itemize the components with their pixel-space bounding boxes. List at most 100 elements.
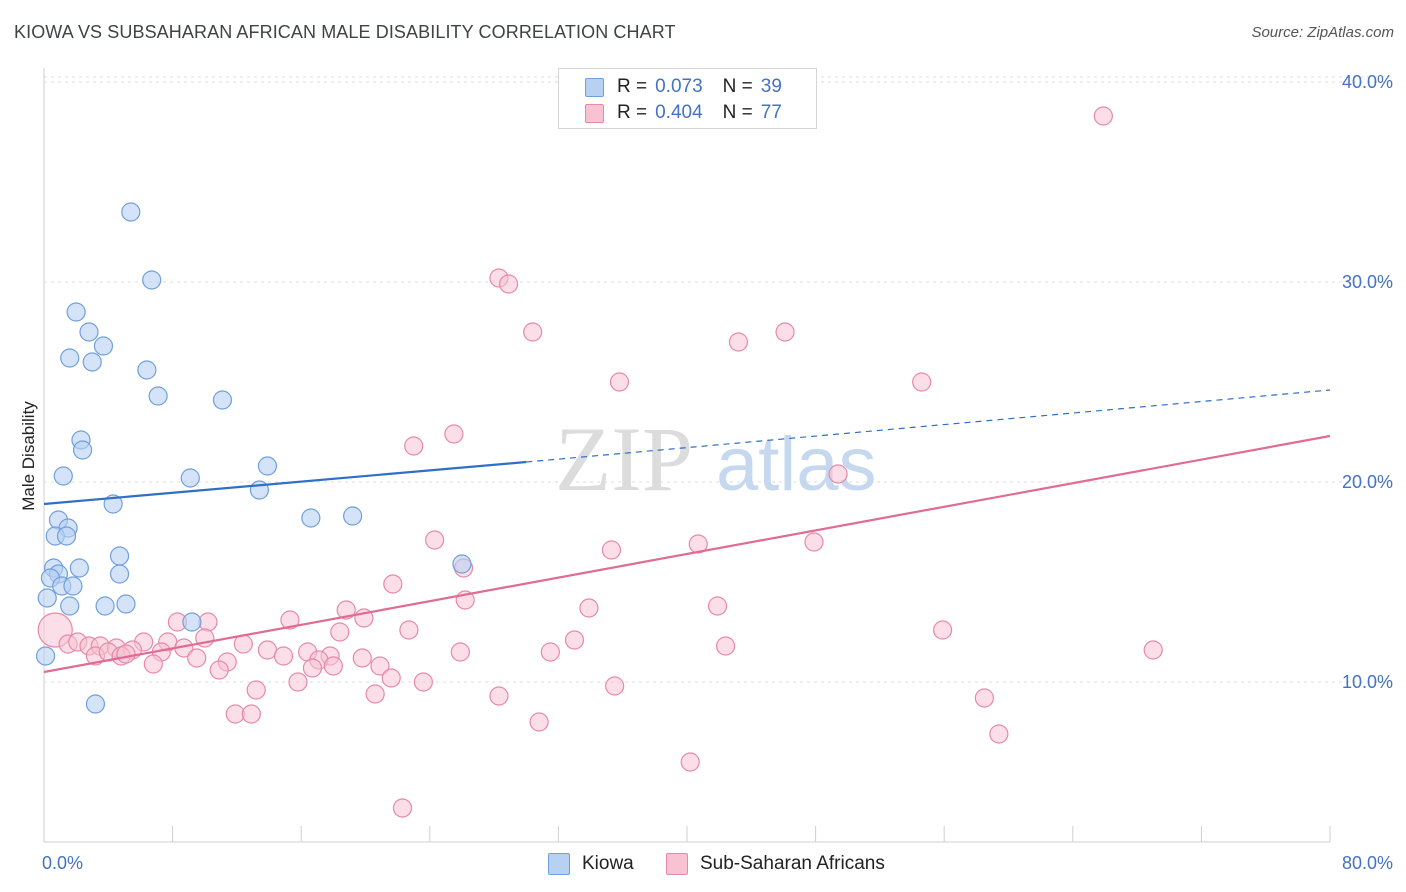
subsaharan-point [450,642,470,662]
legend-n-label: N = [722,76,753,97]
subsaharan-point [330,622,350,642]
legend-r-value: 0.073 [655,76,703,97]
y-tick-label: 40.0% [1342,72,1393,92]
subsaharan-point [413,672,433,692]
legend-r-label: R = [617,76,648,97]
subsaharan-point [209,660,229,680]
kiowa-point [60,348,80,368]
axes [43,68,1331,843]
subsaharan-point [1093,106,1113,126]
kiowa-point [37,588,57,608]
legend-r-label: R = [617,102,648,123]
subsaharan-point [399,620,419,640]
kiowa-point [212,390,233,410]
subsaharan-point [225,704,245,724]
subsaharan-point [540,642,560,662]
y-tick-label: 30.0% [1342,272,1393,292]
kiowa-point [53,466,73,486]
bottom-legend-swatch-kiowa [548,853,570,875]
subsaharan-point [116,644,136,664]
chart-title: KIOWA VS SUBSAHARAN AFRICAN MALE DISABIL… [14,22,676,42]
subsaharan-point [444,424,464,444]
subsaharan-point [246,680,266,700]
x-tick-label-start: 0.0% [42,853,83,873]
subsaharan-point [352,648,372,668]
bottom-legend-subsaharan: Sub-Saharan Africans [666,851,885,877]
legend-row-kiowa: R = 0.073 N = 39 [585,75,782,99]
kiowa-point [56,526,77,546]
subsaharan-point [775,322,795,342]
subsaharan-point [370,656,390,676]
kiowa-point [137,360,157,380]
legend-n-value: 39 [760,76,782,97]
kiowa-point [109,546,130,566]
subsaharan-point [143,654,163,674]
legend-n-label: N = [722,102,753,123]
legend-row-subsaharan: R = 0.404 N = 77 [585,101,782,125]
y-axis-label: Male Disability [19,401,38,511]
legend-r-value: 0.404 [655,102,703,123]
subsaharan-point [498,274,519,294]
legend-swatch-subsaharan [585,103,604,123]
subsaharan-point [198,612,218,632]
subsaharan-point [187,648,207,668]
kiowa-point [103,494,123,514]
watermark-zip: ZIP [555,408,693,510]
kiowa-point [343,506,363,526]
series-kiowa-points [36,202,472,714]
kiowa-point [93,336,114,356]
subsaharan-point [974,688,994,708]
subsaharan-point [579,598,599,618]
kiowa-point [142,270,162,290]
grid-lines [44,76,1395,683]
tick-labels: 10.0% 20.0% 30.0% 40.0% 0.0% 80.0% [42,72,1393,873]
subsaharan-point [392,798,413,818]
subsaharan-point [381,668,401,688]
kiowa-point [182,612,202,632]
bottom-legend-label-subsaharan: Sub-Saharan Africans [700,853,885,874]
subsaharan-point [828,464,848,484]
subsaharan-point [365,684,385,704]
subsaharan-point [489,686,509,706]
subsaharan-point [280,610,300,630]
kiowa-trend-line [43,460,527,506]
kiowa-point [121,202,141,222]
watermark-atlas: atlas [716,422,877,507]
watermark: ZIP atlas [555,408,877,510]
subsaharan-point [241,704,261,724]
bottom-legend-kiowa: Kiowa [548,851,634,877]
bottom-legend-label-kiowa: Kiowa [582,853,634,874]
y-tick-label: 10.0% [1342,672,1393,692]
kiowa-point [63,576,83,596]
kiowa-point [180,468,200,488]
bottom-legend-swatch-subsaharan [666,853,688,875]
subsaharan-point [989,724,1009,744]
source-label: Source: ZipAtlas.com [1251,24,1394,41]
kiowa-point [116,594,136,614]
kiowa-point [66,302,86,322]
kiowa-point [301,508,321,528]
kiowa-point [36,646,56,666]
kiowa-point [109,564,130,584]
subsaharan-point [932,620,953,640]
subsaharan-point [564,630,585,650]
subsaharan-point [425,530,445,550]
subsaharan-point [605,676,625,696]
legend-n-value: 77 [760,102,782,123]
kiowa-point [148,386,168,406]
subsaharan-point [912,372,932,392]
kiowa-point [82,352,102,372]
y-tick-label: 20.0% [1342,472,1393,492]
kiowa-point [452,554,472,574]
subsaharan-point [336,600,356,620]
kiowa-point [60,596,80,616]
kiowa-point [95,596,115,616]
kiowa-point [257,456,278,476]
legend-swatch-kiowa [585,77,604,97]
kiowa-point [72,440,93,460]
trend-lines [43,389,1331,674]
subsaharan-point [804,532,824,552]
subsaharan-point [609,372,630,392]
legend: R = 0.073 N = 39 R = 0.404 N = 77 [558,68,817,129]
